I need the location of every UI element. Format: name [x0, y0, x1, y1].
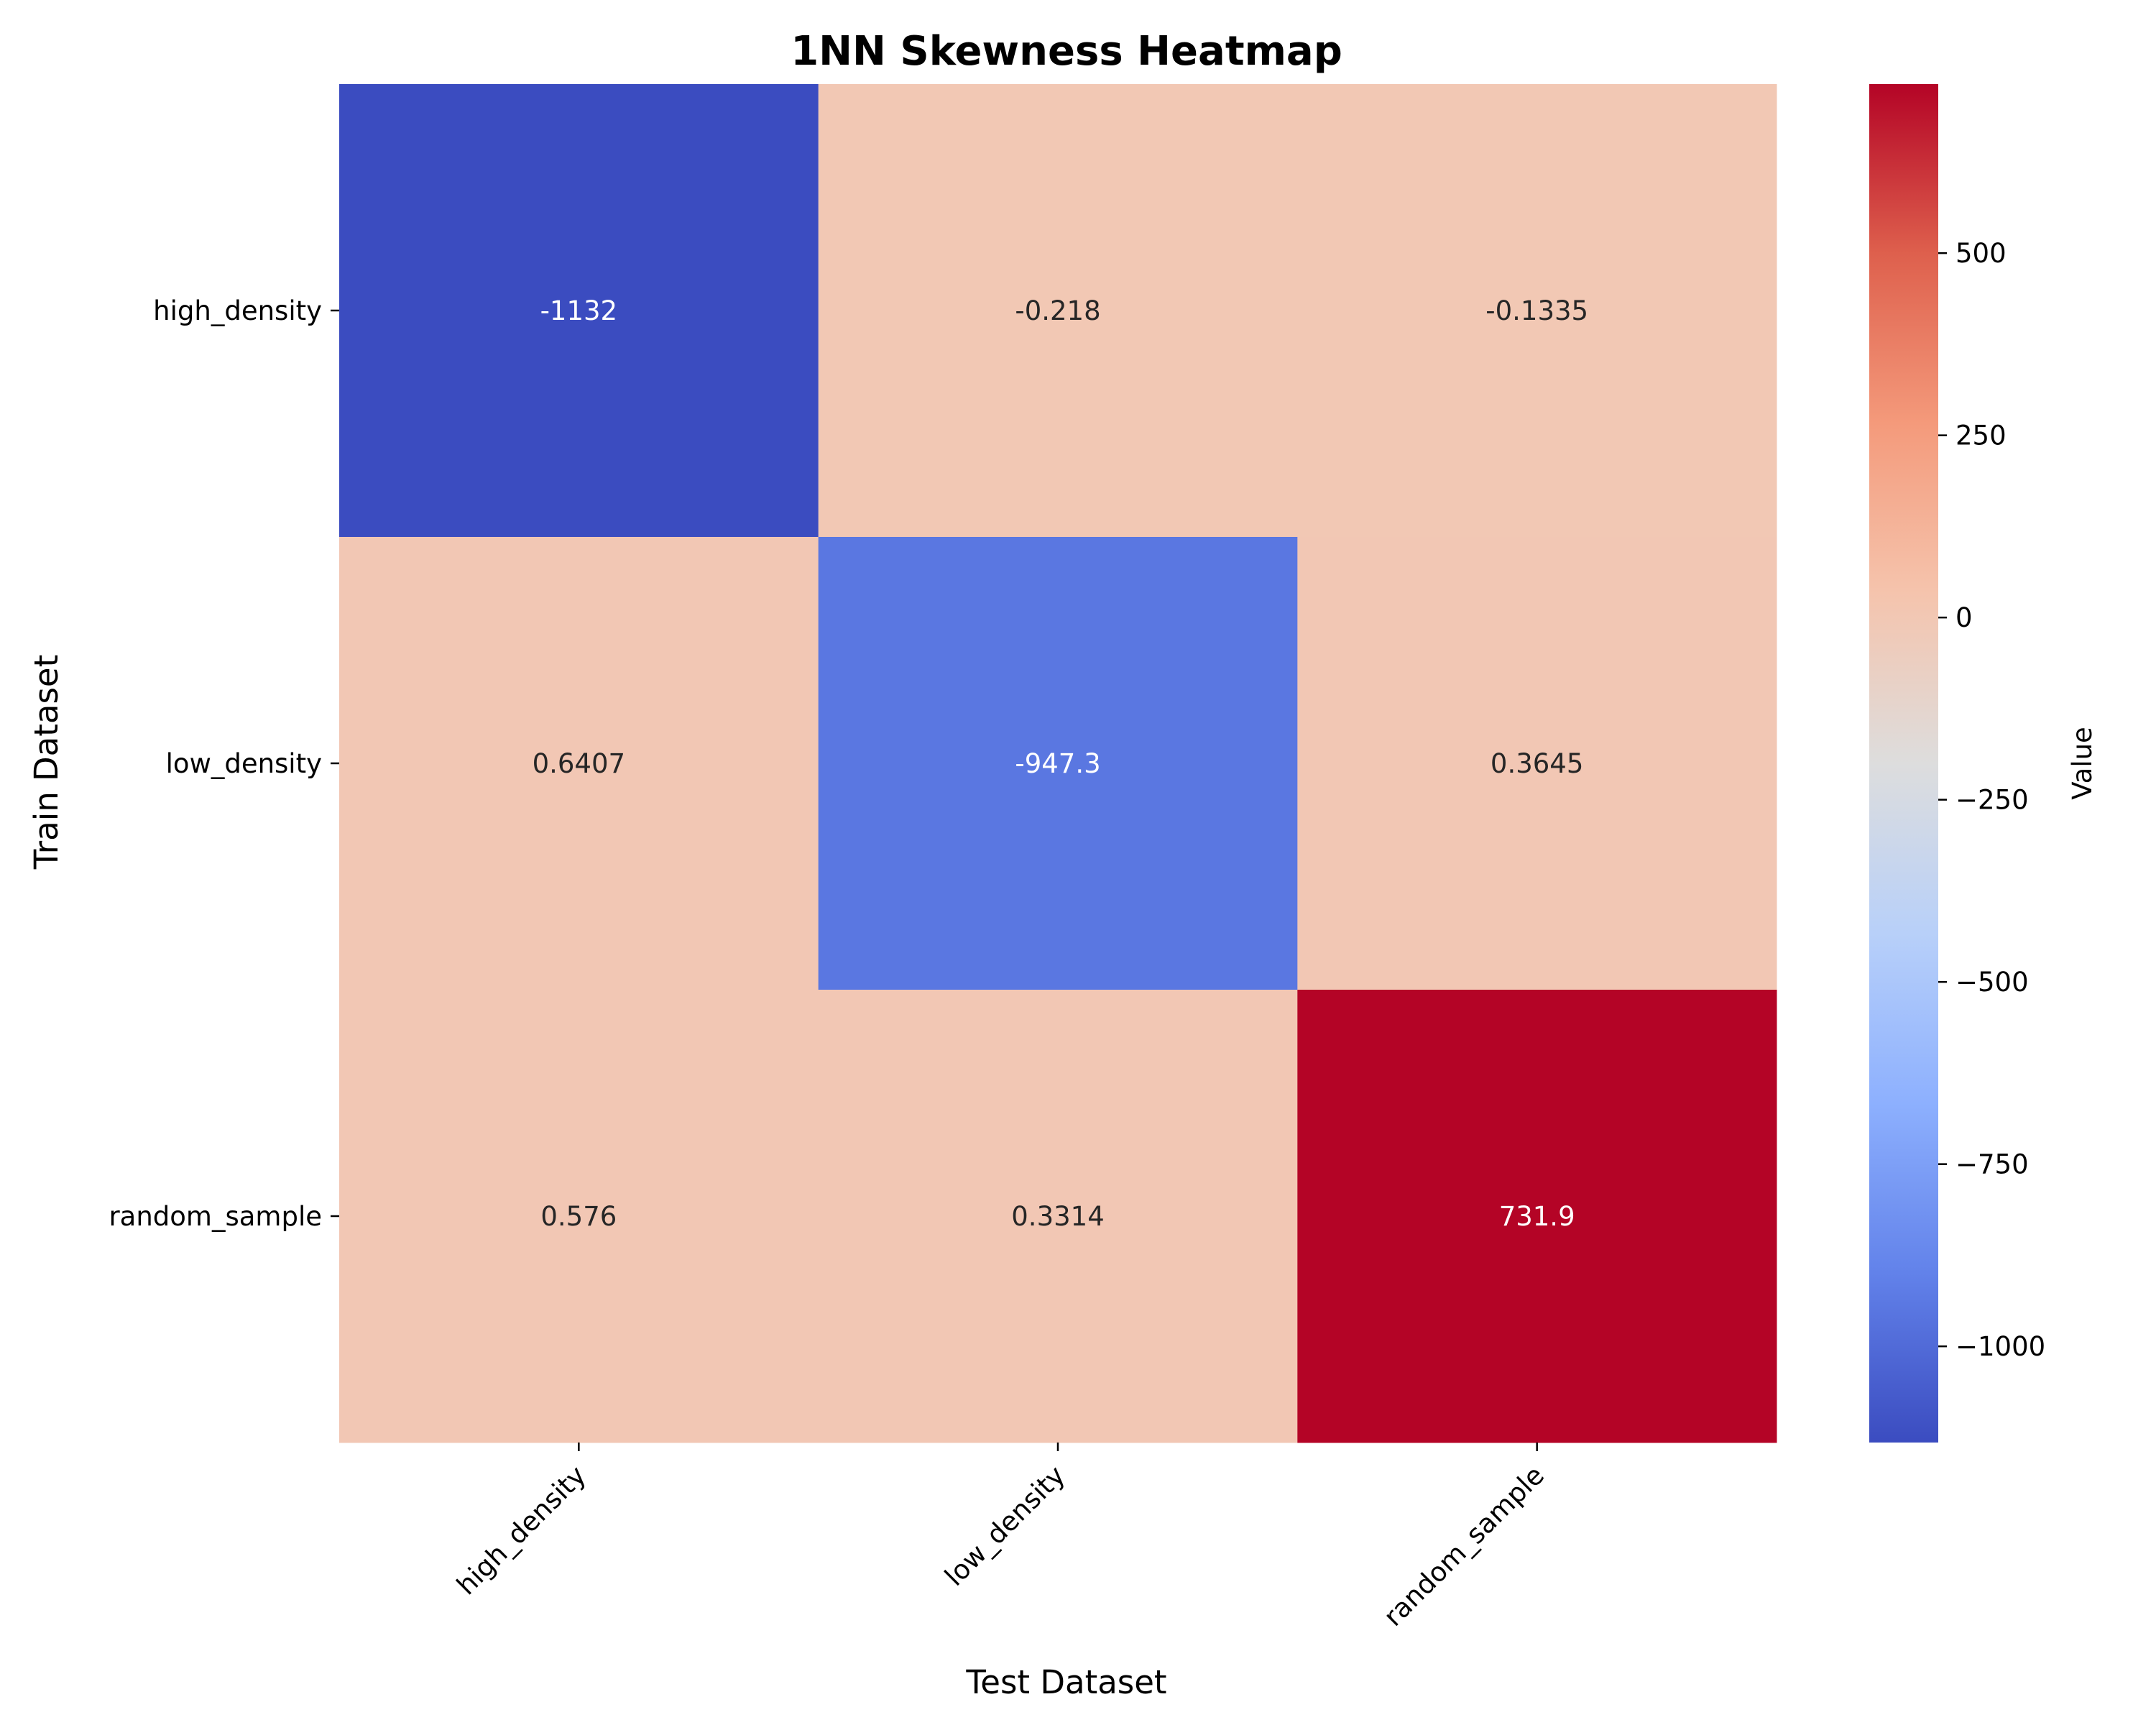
cell-value-label: 0.576	[540, 1201, 617, 1232]
heatmap-cells: -1132 -0.218 -0.1335 0.6407 -947.3 0.3645 0.57…	[339, 84, 1777, 1443]
cell-value-label: -1132	[540, 295, 618, 326]
cell-value-label: -947.3	[1015, 748, 1100, 779]
cell-value-label: -0.1335	[1485, 295, 1588, 326]
y-tick-label: random_sample	[109, 1201, 322, 1232]
x-tick-label: high_density	[451, 1460, 591, 1601]
colorbar	[1869, 84, 1938, 1443]
heatmap-cell	[1297, 537, 1777, 990]
cell-value-label: 0.3314	[1011, 1201, 1104, 1232]
heatmap-cell	[818, 537, 1298, 990]
x-axis-label: Test Dataset	[965, 1663, 1166, 1701]
x-axis-ticks: high_density low_density random_sample	[451, 1443, 1550, 1632]
colorbar-tick-label: 0	[1955, 602, 1973, 633]
heatmap-cell	[339, 537, 819, 990]
heatmap-cell	[1297, 990, 1777, 1443]
colorbar-tick-label: 250	[1955, 420, 2007, 451]
heatmap-cell	[818, 990, 1298, 1443]
chart-title: 1NN Skewness Heatmap	[791, 28, 1342, 75]
heatmap-cell	[339, 84, 819, 538]
heatmap-cell	[339, 990, 819, 1443]
heatmap-cell	[818, 84, 1298, 538]
y-axis-ticks: high_density low_density random_sample	[109, 295, 339, 1232]
cell-value-label: 0.6407	[533, 748, 625, 779]
x-tick-label: low_density	[939, 1460, 1071, 1592]
colorbar-tick-label: −750	[1955, 1149, 2029, 1180]
colorbar-ticks: 500 250 0 −250 −500 −750 −1000	[1938, 238, 2045, 1362]
colorbar-tick-label: −1000	[1955, 1331, 2045, 1362]
colorbar-tick-label: −250	[1955, 785, 2029, 816]
heatmap-cell	[1297, 84, 1777, 538]
colorbar-tick-label: 500	[1955, 238, 2007, 269]
cell-value-label: 0.3645	[1491, 748, 1583, 779]
y-tick-label: high_density	[153, 295, 322, 326]
y-tick-label: low_density	[166, 748, 322, 779]
x-tick-label: random_sample	[1378, 1460, 1550, 1632]
cell-value-label: 731.9	[1499, 1201, 1575, 1232]
y-axis-label: Train Dataset	[27, 655, 65, 870]
cell-value-label: -0.218	[1015, 295, 1100, 326]
colorbar-label: Value	[2067, 727, 2098, 800]
colorbar-tick-label: −500	[1955, 967, 2029, 998]
